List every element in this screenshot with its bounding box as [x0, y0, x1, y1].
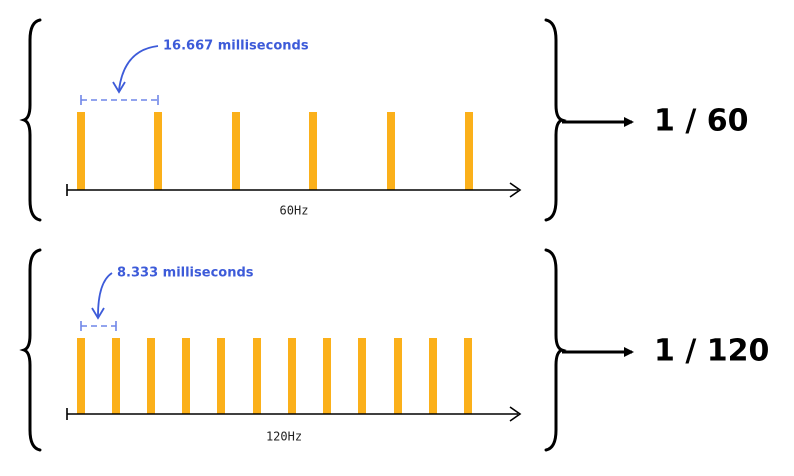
frame-bar	[154, 112, 162, 190]
pointer-head	[91, 307, 105, 320]
frame-bar	[112, 338, 120, 414]
interval-label: 16.667 milliseconds	[163, 39, 309, 54]
frame-bar	[77, 338, 85, 414]
axis-head	[509, 182, 522, 198]
frame-bar	[217, 338, 225, 414]
frame-bar	[394, 338, 402, 414]
frame-bar	[232, 112, 240, 190]
panel-60hz: 1 / 60 16.667 milliseconds 60Hz	[19, 18, 748, 222]
frame-bars	[77, 338, 472, 414]
frame-bar	[465, 112, 473, 190]
frame-bar	[77, 112, 85, 190]
frame-bar	[358, 338, 366, 414]
right-brace	[544, 18, 567, 222]
axis-label: 120Hz	[266, 430, 302, 444]
frame-bar	[387, 112, 395, 190]
axis-head	[509, 406, 522, 422]
frame-bar	[288, 338, 296, 414]
right-brace	[544, 248, 567, 452]
left-brace	[19, 248, 42, 452]
frame-bars	[77, 112, 473, 190]
left-brace	[19, 18, 42, 222]
result: 1 / 60	[654, 104, 748, 139]
interval-label: 8.333 milliseconds	[117, 266, 254, 281]
frame-bar	[182, 338, 190, 414]
frame-bar	[323, 338, 331, 414]
result: 1 / 120	[654, 334, 769, 369]
panel-120hz: 1 / 120 8.333 milliseconds 120Hz	[19, 248, 769, 452]
frame-bar	[309, 112, 317, 190]
frame-bar	[253, 338, 261, 414]
frame-bar	[464, 338, 472, 414]
pointer-curve	[97, 272, 113, 317]
frame-bar	[429, 338, 437, 414]
axis-label: 60Hz	[280, 204, 309, 218]
frame-bar	[147, 338, 155, 414]
pointer-curve	[118, 45, 159, 91]
pointer-head	[112, 81, 126, 94]
